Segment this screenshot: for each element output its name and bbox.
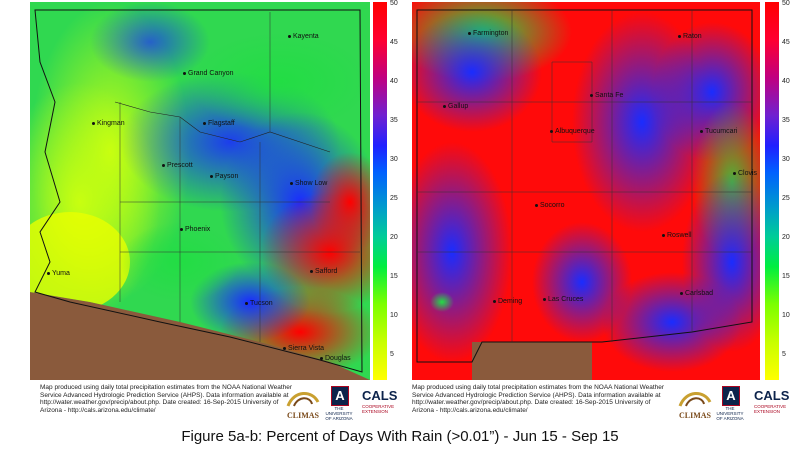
new-mexico-panel bbox=[400, 0, 800, 380]
colorbar-tick-label: 35 bbox=[782, 117, 790, 124]
city-label: Las Cruces bbox=[543, 296, 583, 304]
colorbar-tick-label: 10 bbox=[782, 312, 790, 319]
city-label: Farmington bbox=[468, 30, 508, 38]
arizona-colorbar bbox=[373, 2, 387, 380]
ua-logo: A THE UNIVERSITY OF ARIZONA bbox=[325, 386, 353, 421]
new-mexico-map bbox=[412, 2, 760, 380]
cals-logo-subtext-2: COOPERATIVE EXTENSION bbox=[754, 404, 787, 414]
climas-swirl-icon bbox=[678, 392, 712, 407]
new-mexico-colorbar bbox=[765, 2, 779, 380]
ua-logo-text-2: THE UNIVERSITY OF ARIZONA bbox=[716, 406, 744, 421]
colorbar-tick-label: 15 bbox=[782, 273, 790, 280]
city-label: Yuma bbox=[47, 270, 70, 278]
credit-text-right: Map produced using daily total precipita… bbox=[412, 384, 665, 414]
city-label: Douglas bbox=[320, 355, 351, 363]
ua-logo-2: A THE UNIVERSITY OF ARIZONA bbox=[716, 386, 744, 421]
city-label: Raton bbox=[678, 33, 702, 41]
colorbar-tick-label: 50 bbox=[782, 0, 790, 7]
colorbar-tick-label: 5 bbox=[390, 351, 394, 358]
city-label: Safford bbox=[310, 268, 337, 276]
city-label: Gallup bbox=[443, 103, 468, 111]
colorbar-tick-label: 45 bbox=[390, 39, 398, 46]
city-label: Santa Fe bbox=[590, 92, 623, 100]
arizona-map bbox=[30, 2, 370, 380]
cals-logo-text-2: CALS bbox=[754, 388, 790, 403]
cals-logo: CALS COOPERATIVE EXTENSION bbox=[362, 388, 398, 420]
colorbar-tick-label: 35 bbox=[390, 117, 398, 124]
colorbar-tick-label: 40 bbox=[390, 78, 398, 85]
city-label: Tucson bbox=[245, 300, 273, 308]
city-label: Albuquerque bbox=[550, 128, 595, 136]
city-label: Kingman bbox=[92, 120, 125, 128]
city-label: Payson bbox=[210, 173, 238, 181]
climas-logo-text-2: CLIMAS bbox=[678, 411, 711, 420]
cals-logo-text: CALS bbox=[362, 388, 398, 403]
climas-logo-text: CLIMAS bbox=[286, 411, 319, 420]
ua-logo-text: THE UNIVERSITY OF ARIZONA bbox=[325, 406, 353, 421]
colorbar-tick-label: 50 bbox=[390, 0, 398, 7]
city-label: Phoenix bbox=[180, 226, 210, 234]
city-label: Tucumcari bbox=[700, 128, 737, 136]
colorbar-tick-label: 20 bbox=[782, 234, 790, 241]
climas-logo: CLIMAS bbox=[284, 388, 322, 420]
colorbar-tick-label: 30 bbox=[782, 156, 790, 163]
city-label: Roswell bbox=[662, 232, 692, 240]
colorbar-tick-label: 20 bbox=[390, 234, 398, 241]
city-label: Prescott bbox=[162, 162, 193, 170]
cals-logo-2: CALS COOPERATIVE EXTENSION bbox=[754, 388, 790, 420]
city-label: Kayenta bbox=[288, 33, 319, 41]
figure-caption: Figure 5a-b: Percent of Days With Rain (… bbox=[181, 428, 619, 445]
colorbar-tick-label: 40 bbox=[782, 78, 790, 85]
climas-swirl-icon bbox=[286, 392, 320, 407]
city-label: Clovis bbox=[733, 170, 757, 178]
city-label: Deming bbox=[493, 298, 522, 306]
colorbar-tick-label: 15 bbox=[390, 273, 398, 280]
ua-logo-letter-2: A bbox=[722, 386, 740, 406]
cals-logo-subtext: COOPERATIVE EXTENSION bbox=[362, 404, 395, 414]
city-label: Sierra Vista bbox=[283, 345, 324, 353]
city-label: Carlsbad bbox=[680, 290, 713, 298]
ua-logo-letter: A bbox=[331, 386, 349, 406]
arizona-panel bbox=[0, 0, 400, 380]
colorbar-tick-label: 25 bbox=[390, 195, 398, 202]
city-label: Socorro bbox=[535, 202, 565, 210]
colorbar-tick-label: 45 bbox=[782, 39, 790, 46]
climas-logo-2: CLIMAS bbox=[676, 388, 714, 420]
colorbar-tick-label: 10 bbox=[390, 312, 398, 319]
city-label: Show Low bbox=[290, 180, 327, 188]
city-label: Flagstaff bbox=[203, 120, 235, 128]
colorbar-tick-label: 5 bbox=[782, 351, 786, 358]
colorbar-tick-label: 25 bbox=[782, 195, 790, 202]
credit-text-left: Map produced using daily total precipita… bbox=[40, 384, 293, 414]
colorbar-tick-label: 30 bbox=[390, 156, 398, 163]
city-label: Grand Canyon bbox=[183, 70, 234, 78]
